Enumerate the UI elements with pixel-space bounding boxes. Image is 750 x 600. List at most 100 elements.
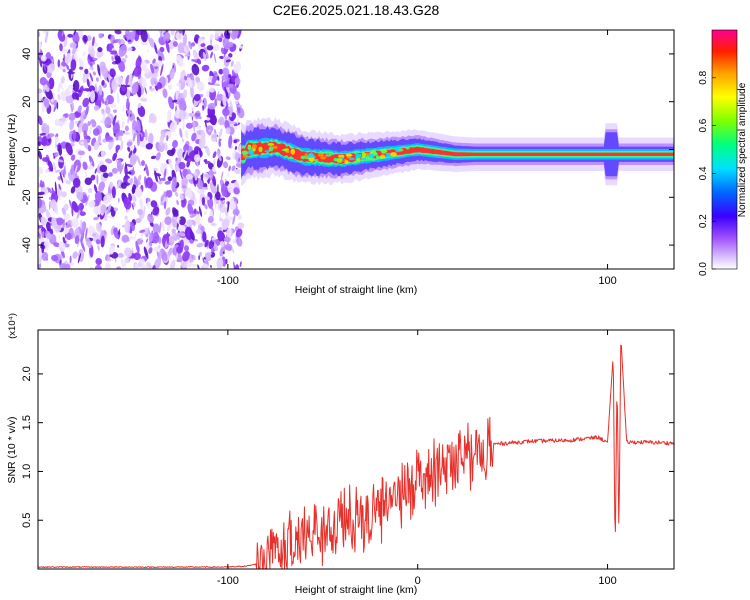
- noise-speckle: [129, 177, 134, 186]
- noise-speckle: [74, 120, 79, 124]
- noise-speckle: [213, 52, 217, 64]
- noise-speckle: [225, 156, 231, 161]
- noise-speckle: [76, 191, 84, 201]
- noise-speckle: [70, 186, 76, 194]
- y-tick-label: 1.5: [21, 415, 33, 430]
- noise-speckle: [227, 83, 234, 88]
- noise-speckle: [222, 161, 229, 169]
- noise-speckle: [136, 155, 141, 167]
- noise-speckle: [58, 234, 61, 240]
- noise-speckle: [198, 255, 200, 261]
- spectrogram-panel: -100 100 -40 -20 0 20 40 Height of straight li…: [6, 29, 675, 296]
- noise-speckle: [128, 39, 132, 43]
- noise-speckle: [38, 137, 42, 141]
- noise-speckle: [95, 258, 103, 265]
- noise-speckle: [119, 130, 124, 137]
- noise-speckle: [225, 240, 229, 250]
- noise-speckle: [158, 179, 163, 185]
- trace-blob: [381, 150, 387, 154]
- noise-speckle: [176, 199, 179, 206]
- noise-speckle: [54, 181, 57, 195]
- noise-speckle: [227, 201, 230, 213]
- noise-speckle: [218, 138, 222, 142]
- x-tick-label: 100: [598, 275, 616, 287]
- noise-speckle: [166, 135, 169, 142]
- noise-speckle: [223, 54, 226, 58]
- noise-speckle: [117, 38, 122, 44]
- noise-speckle: [124, 247, 133, 258]
- noise-speckle: [131, 119, 137, 133]
- noise-speckle: [164, 180, 171, 185]
- noise-speckle: [69, 119, 75, 131]
- noise-speckle: [182, 240, 189, 247]
- colorbar-tick-label: 0.2: [698, 214, 709, 228]
- noise-speckle: [186, 77, 193, 88]
- noise-speckle: [38, 141, 41, 147]
- noise-speckle: [80, 239, 86, 252]
- noise-speckle: [108, 172, 113, 177]
- noise-speckle: [176, 82, 181, 87]
- noise-speckle: [39, 57, 43, 68]
- noise-speckle: [144, 87, 147, 94]
- noise-speckle: [200, 130, 206, 139]
- noise-speckle: [139, 198, 144, 211]
- noise-speckle: [93, 105, 100, 111]
- noise-speckle: [126, 141, 133, 147]
- noise-speckle: [181, 198, 187, 208]
- noise-speckle: [70, 164, 74, 176]
- noise-speckle: [179, 128, 183, 138]
- noise-speckle: [185, 173, 193, 180]
- noise-speckle: [209, 119, 215, 124]
- noise-speckle: [200, 43, 206, 48]
- noise-speckle: [220, 171, 224, 181]
- noise-speckle: [131, 187, 136, 193]
- noise-speckle: [150, 200, 158, 208]
- noise-speckle: [203, 46, 209, 59]
- noise-speckle: [132, 30, 136, 40]
- noise-speckle: [193, 120, 196, 133]
- noise-speckle: [225, 100, 229, 110]
- noise-speckle: [222, 67, 230, 77]
- noise-speckle: [38, 88, 43, 94]
- noise-speckle: [225, 127, 231, 135]
- noise-speckle: [145, 177, 154, 189]
- noise-speckle: [213, 115, 216, 123]
- noise-speckle: [217, 184, 219, 195]
- noise-speckle: [126, 88, 131, 99]
- y-tick-label: 1.0: [21, 464, 33, 479]
- noise-speckle: [64, 88, 71, 97]
- noise-speckle: [60, 76, 65, 84]
- snr-panel: -100 0 100 0.5 1.0 1.5 2.0 Height of straight …: [6, 313, 675, 596]
- noise-speckle: [136, 238, 144, 245]
- noise-speckle: [215, 99, 218, 104]
- noise-speckle: [162, 32, 171, 43]
- noise-speckle: [71, 205, 74, 217]
- noise-speckle: [176, 148, 184, 160]
- noise-speckle: [117, 252, 124, 258]
- trace-blob: [355, 152, 359, 159]
- noise-speckle: [88, 41, 93, 50]
- noise-speckle: [229, 201, 236, 211]
- noise-speckle: [124, 258, 127, 269]
- noise-speckle: [62, 236, 66, 245]
- noise-speckle: [128, 73, 133, 86]
- noise-speckle: [177, 42, 184, 54]
- noise-speckle: [185, 44, 190, 54]
- noise-speckle: [110, 50, 118, 55]
- noise-speckle: [168, 158, 173, 170]
- y-tick-label: -20: [21, 189, 33, 205]
- noise-speckle: [217, 199, 220, 211]
- noise-speckle: [204, 203, 208, 210]
- noise-speckle: [196, 161, 199, 167]
- noise-speckle: [116, 57, 122, 64]
- noise-speckle: [154, 169, 158, 183]
- noise-speckle: [128, 150, 133, 159]
- noise-speckle: [116, 266, 122, 269]
- noise-speckle: [198, 115, 202, 120]
- noise-speckle: [58, 241, 66, 252]
- noise-speckle: [110, 104, 117, 109]
- noise-speckle: [220, 197, 226, 201]
- noise-speckle: [59, 263, 67, 269]
- noise-speckle: [106, 204, 112, 216]
- noise-speckle: [38, 222, 42, 235]
